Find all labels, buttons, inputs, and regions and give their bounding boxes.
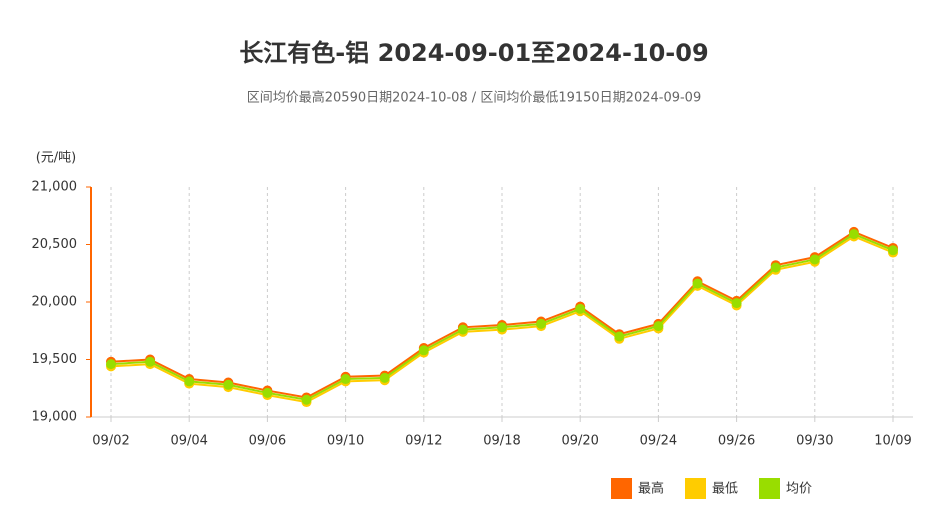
point (418, 345, 429, 356)
legend-label: 最低 (712, 482, 738, 497)
point (888, 245, 898, 256)
point (340, 374, 351, 385)
x-tick-label: 09/10 (327, 434, 364, 449)
x-tick-label: 09/20 (561, 434, 598, 449)
chart-subtitle: 区间均价最高20590日期2024-10-08 / 区间均价最低19150日期2… (247, 90, 701, 106)
x-tick-label: 10/09 (874, 434, 911, 449)
x-tick-label: 09/24 (640, 434, 677, 449)
legend-label: 均价 (786, 482, 812, 497)
point (223, 379, 234, 390)
point (536, 318, 547, 329)
point (731, 298, 742, 309)
y-tick-label: 19,500 (32, 352, 78, 367)
legend-swatch (685, 478, 706, 499)
legend-swatch (759, 478, 780, 499)
point (184, 376, 195, 387)
point (497, 322, 507, 333)
point (575, 303, 586, 314)
point (653, 321, 664, 332)
x-tick-label: 09/04 (170, 434, 207, 449)
y-tick-label: 21,000 (32, 180, 78, 195)
x-tick-label: 09/18 (483, 434, 520, 449)
legend-label: 最高 (638, 481, 664, 497)
y-tick-label: 19,000 (32, 410, 78, 425)
point (692, 278, 703, 289)
point (614, 331, 625, 342)
point (301, 394, 312, 405)
x-tick-label: 09/26 (718, 434, 755, 449)
point (848, 229, 859, 240)
point (457, 324, 468, 335)
y-tick-label: 20,500 (32, 237, 78, 252)
y-tick-label: 20,000 (32, 295, 78, 310)
point (145, 356, 156, 367)
legend-swatch (611, 478, 632, 499)
x-tick-label: 09/12 (405, 434, 442, 449)
y-axis-label: (元/吨) (36, 151, 77, 166)
point (379, 372, 390, 383)
point (770, 262, 781, 273)
chart-title: 长江有色-铝 2024-09-01至2024-10-09 (239, 39, 708, 67)
x-tick-label: 09/02 (92, 434, 129, 449)
x-tick-label: 09/06 (249, 434, 286, 449)
point (106, 359, 116, 370)
point (809, 254, 820, 265)
x-tick-label: 09/30 (796, 434, 833, 449)
point (262, 387, 273, 398)
